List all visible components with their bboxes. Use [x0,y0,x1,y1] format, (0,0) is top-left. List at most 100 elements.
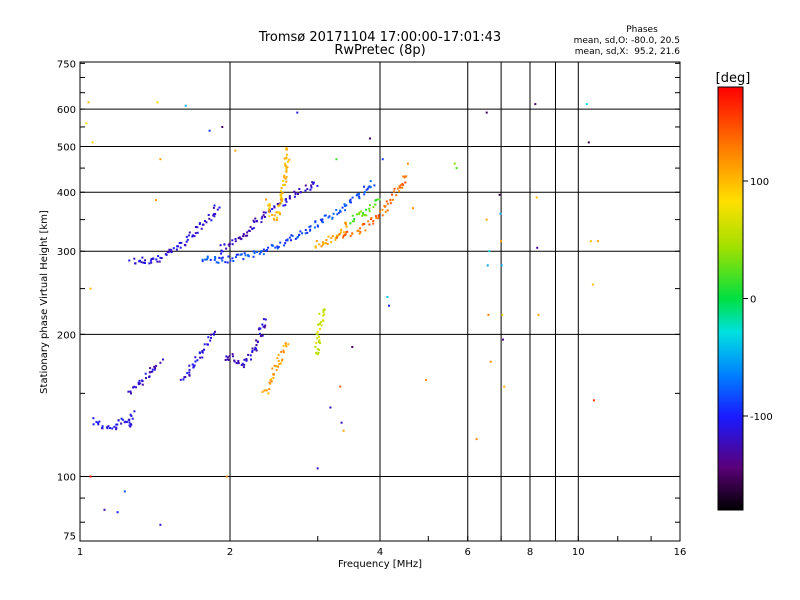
echo-point [196,231,199,234]
echo-point [499,212,502,215]
echo-point [156,101,159,104]
chart-subtitle: RwPretec (8p) [334,43,425,58]
echo-point [316,467,319,470]
echo-point [215,261,218,264]
x-tick-label: 10 [572,547,585,558]
echo-point [331,216,334,219]
echo-point [364,229,367,232]
echo-point [285,153,288,156]
echo-point [224,261,227,264]
echo-point [249,354,252,357]
echo-point [220,249,223,252]
echo-point [283,174,286,177]
echo-point [336,213,339,216]
echo-point [282,184,284,187]
echo-point [280,194,283,197]
echo-point [330,241,333,244]
echo-point [406,162,409,165]
echo-point [129,390,132,393]
echo-point [191,363,194,366]
echo-point [392,198,394,201]
echo-point [165,253,168,256]
echo-point [264,318,267,321]
echo-point [324,214,327,217]
stats-heading: Phases [626,25,658,35]
echo-point [294,192,297,195]
echo-point [187,234,190,237]
echo-point [280,200,283,202]
echo-point [334,238,337,241]
echo-point [536,246,539,249]
echo-point [282,180,285,183]
echo-point [386,296,389,298]
echo-point [196,226,199,229]
y-tick-label: 200 [57,330,76,341]
echo-point [205,221,208,224]
echo-point [148,262,151,265]
echo-point [121,418,124,421]
echo-point [335,236,338,239]
echo-point [296,111,299,114]
echo-point [285,345,288,348]
echo-point [308,225,311,228]
echo-point [396,187,399,190]
echo-point [339,385,342,388]
echo-point [264,324,267,327]
echo-point [133,257,136,260]
echo-point [208,129,211,132]
echo-point [345,231,348,233]
echo-point [221,256,224,259]
echo-point [273,364,276,367]
echo-point [306,188,309,191]
echo-point [381,158,384,161]
echo-point [228,359,230,361]
echo-point [254,217,257,220]
echo-point [314,220,317,223]
echo-point [372,206,375,209]
echo-point [234,238,237,240]
echo-point [453,162,456,165]
echo-point [486,264,489,267]
echo-point [137,383,140,386]
echo-point [239,237,242,240]
echo-point [247,254,250,257]
echo-point [358,232,361,235]
echo-point [252,219,255,222]
echo-point [365,188,368,191]
echo-point [272,217,275,220]
echo-point [273,205,276,208]
echo-point [159,361,162,364]
x-tick-label: 4 [377,547,383,558]
echo-point [293,190,296,193]
echo-point [231,243,234,246]
echo-point [316,348,319,351]
echo-point [291,234,294,237]
echo-point [220,252,222,255]
echo-point [261,323,264,326]
echo-point [277,354,280,357]
echo-point [299,230,302,233]
echo-point [381,208,384,211]
echo-point [233,359,236,362]
echo-point [126,420,128,423]
echo-point [324,242,327,245]
echo-point [280,187,283,189]
echo-point [194,360,197,363]
echo-point [132,386,135,389]
echo-point [259,335,262,338]
echo-point [378,198,381,201]
echo-point [256,220,258,223]
echo-point [92,417,95,420]
echo-point [191,235,194,238]
echo-point [249,226,252,229]
echo-point [318,328,321,330]
echo-point [356,193,359,196]
echo-point [362,213,365,216]
echo-point [342,429,345,432]
echo-point [320,321,322,324]
echo-point [243,363,246,366]
echo-point [202,348,205,351]
echo-point [279,213,281,216]
echo-point [271,208,274,210]
echo-point [225,247,228,250]
